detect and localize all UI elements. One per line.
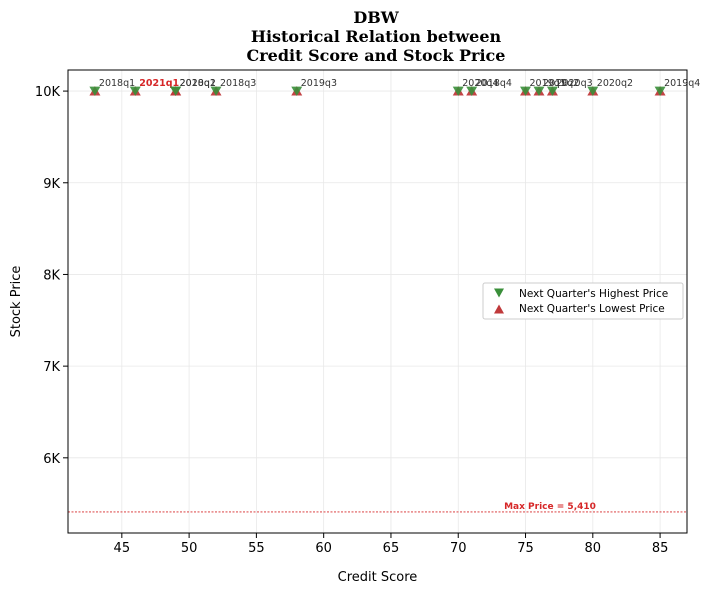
point-label: 2020q4 (462, 78, 498, 89)
x-tick-label: 75 (517, 541, 534, 556)
point-label: 2019q3 (301, 78, 337, 89)
grid (68, 70, 687, 533)
chart-title-line-3: Credit Score and Stock Price (247, 46, 506, 65)
x-tick-label: 50 (181, 541, 198, 556)
high-price-marker (546, 86, 558, 97)
x-tick-label: 85 (652, 541, 669, 556)
high-price-marker (452, 86, 464, 97)
chart-title-line-1: DBW (353, 8, 399, 27)
high-price-marker (520, 86, 532, 97)
legend: Next Quarter's Highest Price Next Quarter… (482, 282, 684, 320)
point-label: 2019q2 (543, 78, 579, 89)
plot-frame (67, 69, 688, 534)
high-price-marker (210, 86, 222, 97)
y-axis-label: Stock Price (9, 266, 24, 338)
point-label: 2019q4 (664, 78, 700, 89)
x-tick-label: 65 (383, 541, 400, 556)
y-tick-label: 6K (43, 452, 60, 467)
point-label: 2018q1 (99, 78, 135, 89)
point-label: 2018q4 (476, 78, 512, 89)
high-price-marker (533, 86, 545, 97)
point-label: 2021q1 (139, 78, 179, 89)
x-axis-ticks: 45 50 55 60 65 70 75 80 85 (114, 533, 669, 556)
high-price-marker (170, 86, 182, 97)
high-price-marker (466, 86, 478, 97)
point-label: 2020q1 (180, 78, 216, 89)
legend-low-label: Next Quarter's Lowest Price (519, 303, 665, 315)
y-tick-label: 8K (43, 268, 60, 283)
legend-low-marker (494, 304, 504, 314)
legend-high-marker (494, 288, 504, 298)
point-label: 2019q1 (530, 78, 566, 89)
y-tick-label: 10K (35, 85, 61, 100)
x-axis-label: Credit Score (338, 570, 418, 585)
point-label: 2018q3 (220, 78, 256, 89)
legend-high-label: Next Quarter's Highest Price (519, 288, 668, 300)
x-tick-label: 45 (114, 541, 131, 556)
high-price-marker (89, 86, 101, 97)
chart-title-line-2: Historical Relation between (251, 27, 502, 46)
point-label: 2020q2 (597, 78, 633, 89)
reference-line-group: Max Price = 5,410 (68, 502, 687, 513)
point-label: 2018q2 (180, 78, 216, 89)
high-price-marker (291, 86, 303, 97)
x-tick-label: 80 (585, 541, 602, 556)
high-price-marker (587, 86, 599, 97)
y-tick-label: 9K (43, 177, 60, 192)
point-label: 2020q3 (556, 78, 592, 89)
y-tick-label: 7K (43, 360, 60, 375)
reference-line-label: Max Price = 5,410 (504, 502, 596, 512)
y-axis-ticks: 6K 7K 8K 9K 10K (35, 85, 68, 467)
x-tick-label: 70 (450, 541, 467, 556)
legend-box (482, 282, 684, 320)
x-tick-label: 55 (248, 541, 265, 556)
high-price-marker (654, 86, 666, 97)
high-price-marker (129, 86, 141, 97)
x-tick-label: 60 (315, 541, 332, 556)
